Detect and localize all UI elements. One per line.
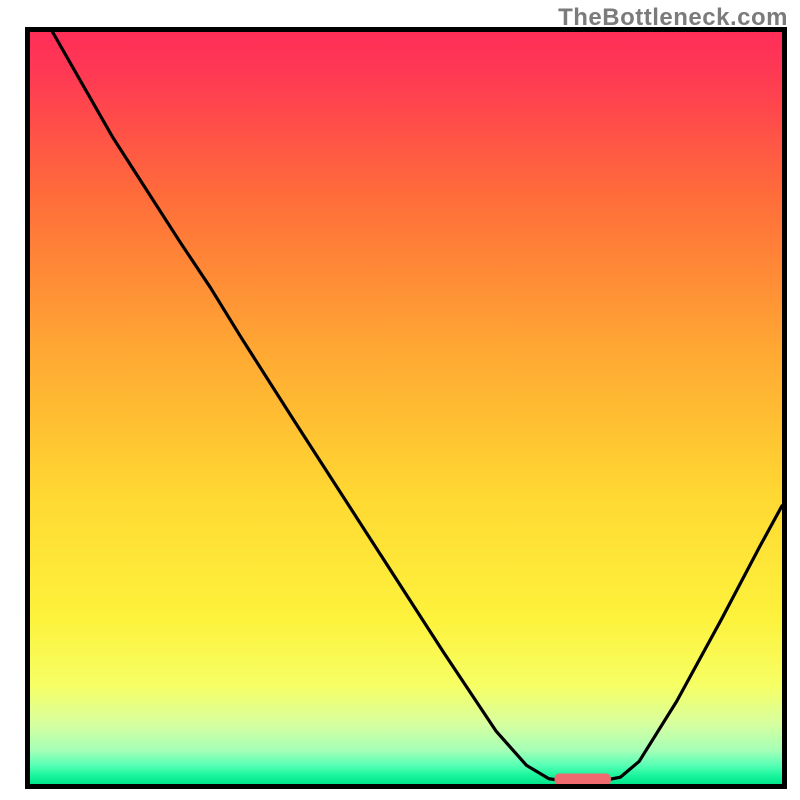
plot-svg (0, 0, 800, 800)
bottleneck-chart: TheBottleneck.com (0, 0, 800, 800)
watermark-text: TheBottleneck.com (558, 4, 788, 32)
plot-background (30, 32, 782, 784)
sweet-spot-marker (555, 773, 611, 785)
